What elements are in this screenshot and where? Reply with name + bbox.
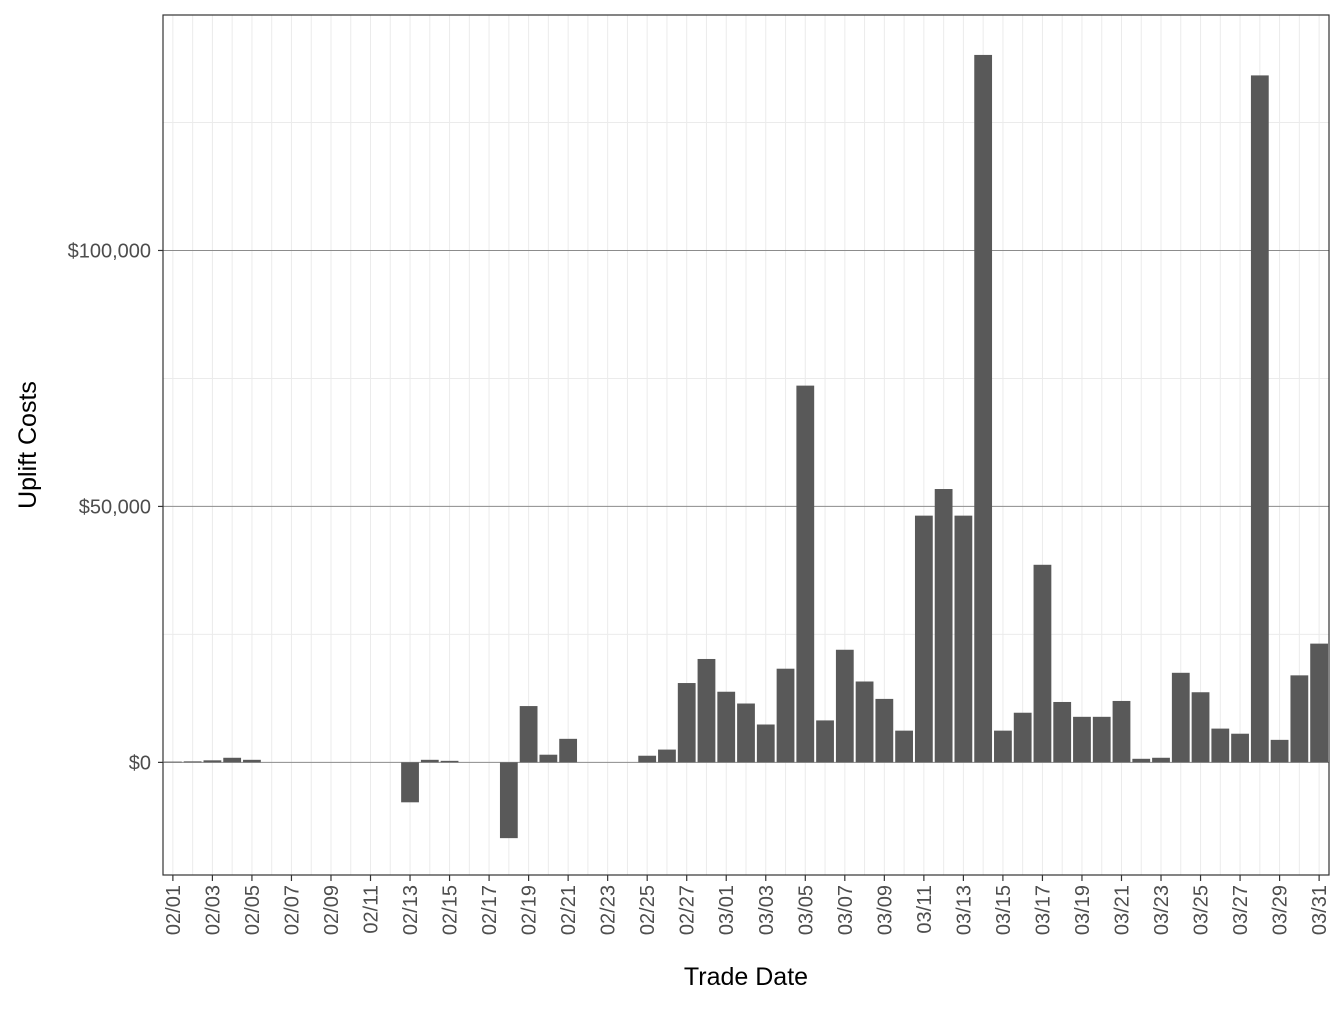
bar-02-21	[559, 738, 578, 763]
y-tick-label: $0	[129, 752, 151, 774]
x-tick-label: 03/05	[795, 885, 817, 935]
y-axis-title: Uplift Costs	[14, 381, 42, 509]
bar-02-01	[163, 761, 182, 763]
bars-layer	[163, 54, 1329, 839]
bar-03-27	[1231, 733, 1249, 763]
bar-03-21	[1112, 700, 1131, 763]
bar-03-29	[1270, 739, 1289, 763]
x-tick-label: 02/13	[400, 885, 422, 935]
bar-02-19	[519, 706, 538, 763]
bar-03-01	[717, 691, 736, 763]
bar-03-07	[835, 649, 854, 763]
bar-03-04	[776, 668, 795, 763]
x-tick-label: 03/31	[1309, 885, 1331, 935]
x-tick-label: 02/25	[637, 885, 659, 935]
x-tick-label: 03/19	[1072, 885, 1094, 935]
bar-02-02	[183, 761, 202, 763]
x-tick-label: 02/01	[163, 885, 185, 935]
x-tick-label: 03/21	[1111, 885, 1133, 935]
x-tick-label: 02/27	[677, 885, 699, 935]
x-tick-label: 02/07	[281, 885, 303, 935]
x-tick-label: 02/09	[321, 885, 343, 935]
x-tick-label: 03/13	[953, 885, 975, 935]
y-axis: $0 $50,000 $100,000	[68, 240, 163, 774]
bar-03-26	[1211, 728, 1230, 763]
x-axis: 02/01 02/03 02/05 02/07 02/09 02/11 02/13 02/15…	[163, 875, 1331, 935]
bar-02-18	[499, 762, 518, 839]
x-tick-label: 02/11	[361, 885, 383, 934]
bar-03-22	[1132, 758, 1151, 763]
bar-02-28	[697, 658, 716, 763]
bar-02-03	[203, 760, 222, 763]
bar-03-14	[974, 54, 993, 763]
bar-03-24	[1171, 672, 1190, 763]
y-tick-label: $50,000	[79, 496, 151, 518]
bar-02-27	[677, 683, 696, 763]
bar-03-17	[1033, 564, 1052, 763]
bar-03-31	[1310, 643, 1329, 763]
bar-02-15	[440, 760, 459, 763]
x-tick-label: 03/27	[1230, 885, 1252, 935]
x-tick-label: 03/11	[914, 885, 936, 934]
x-tick-label: 03/17	[1032, 885, 1054, 935]
x-tick-label: 03/03	[756, 885, 778, 935]
bar-03-05	[796, 385, 815, 763]
bar-03-06	[816, 720, 834, 763]
x-tick-label: 02/19	[519, 885, 541, 935]
bar-03-08	[855, 681, 874, 763]
bar-03-02	[737, 703, 755, 763]
x-tick-label: 02/23	[598, 885, 620, 935]
bar-02-04	[223, 757, 242, 763]
bar-02-14	[420, 759, 439, 763]
x-tick-label: 02/21	[558, 885, 580, 935]
bar-03-10	[895, 730, 913, 763]
bar-02-05	[243, 759, 261, 763]
x-tick-label: 02/15	[440, 885, 462, 935]
bar-03-20	[1092, 716, 1111, 763]
bar-03-28	[1250, 75, 1269, 763]
bar-02-26	[658, 749, 676, 763]
x-tick-label: 02/17	[479, 885, 501, 935]
x-tick-label: 03/01	[716, 885, 738, 935]
x-tick-label: 03/23	[1151, 885, 1173, 935]
bar-02-25	[638, 755, 657, 763]
bar-02-13	[401, 762, 419, 803]
bar-03-11	[914, 515, 933, 763]
x-tick-label: 03/09	[874, 885, 896, 935]
x-tick-label: 02/05	[242, 885, 264, 935]
plot-panel-border	[162, 14, 1330, 876]
bar-03-25	[1191, 692, 1210, 763]
x-tick-label: 03/25	[1191, 885, 1213, 935]
y-tick-label: $100,000	[68, 240, 151, 262]
bar-03-13	[954, 515, 973, 763]
bar-03-09	[875, 698, 894, 763]
bar-03-30	[1290, 675, 1309, 763]
bar-03-23	[1152, 757, 1170, 763]
bar-03-19	[1073, 716, 1091, 763]
x-tick-label: 03/07	[835, 885, 857, 935]
bar-02-20	[539, 754, 558, 763]
x-tick-label: 03/29	[1270, 885, 1292, 935]
x-axis-title: Trade Date	[684, 963, 808, 991]
bar-03-15	[994, 730, 1012, 763]
x-tick-label: 02/03	[202, 885, 224, 935]
x-tick-label: 03/15	[993, 885, 1015, 935]
bar-03-16	[1013, 712, 1032, 763]
bar-03-18	[1053, 701, 1072, 763]
bar-03-03	[756, 724, 775, 763]
bar-03-12	[934, 489, 953, 763]
